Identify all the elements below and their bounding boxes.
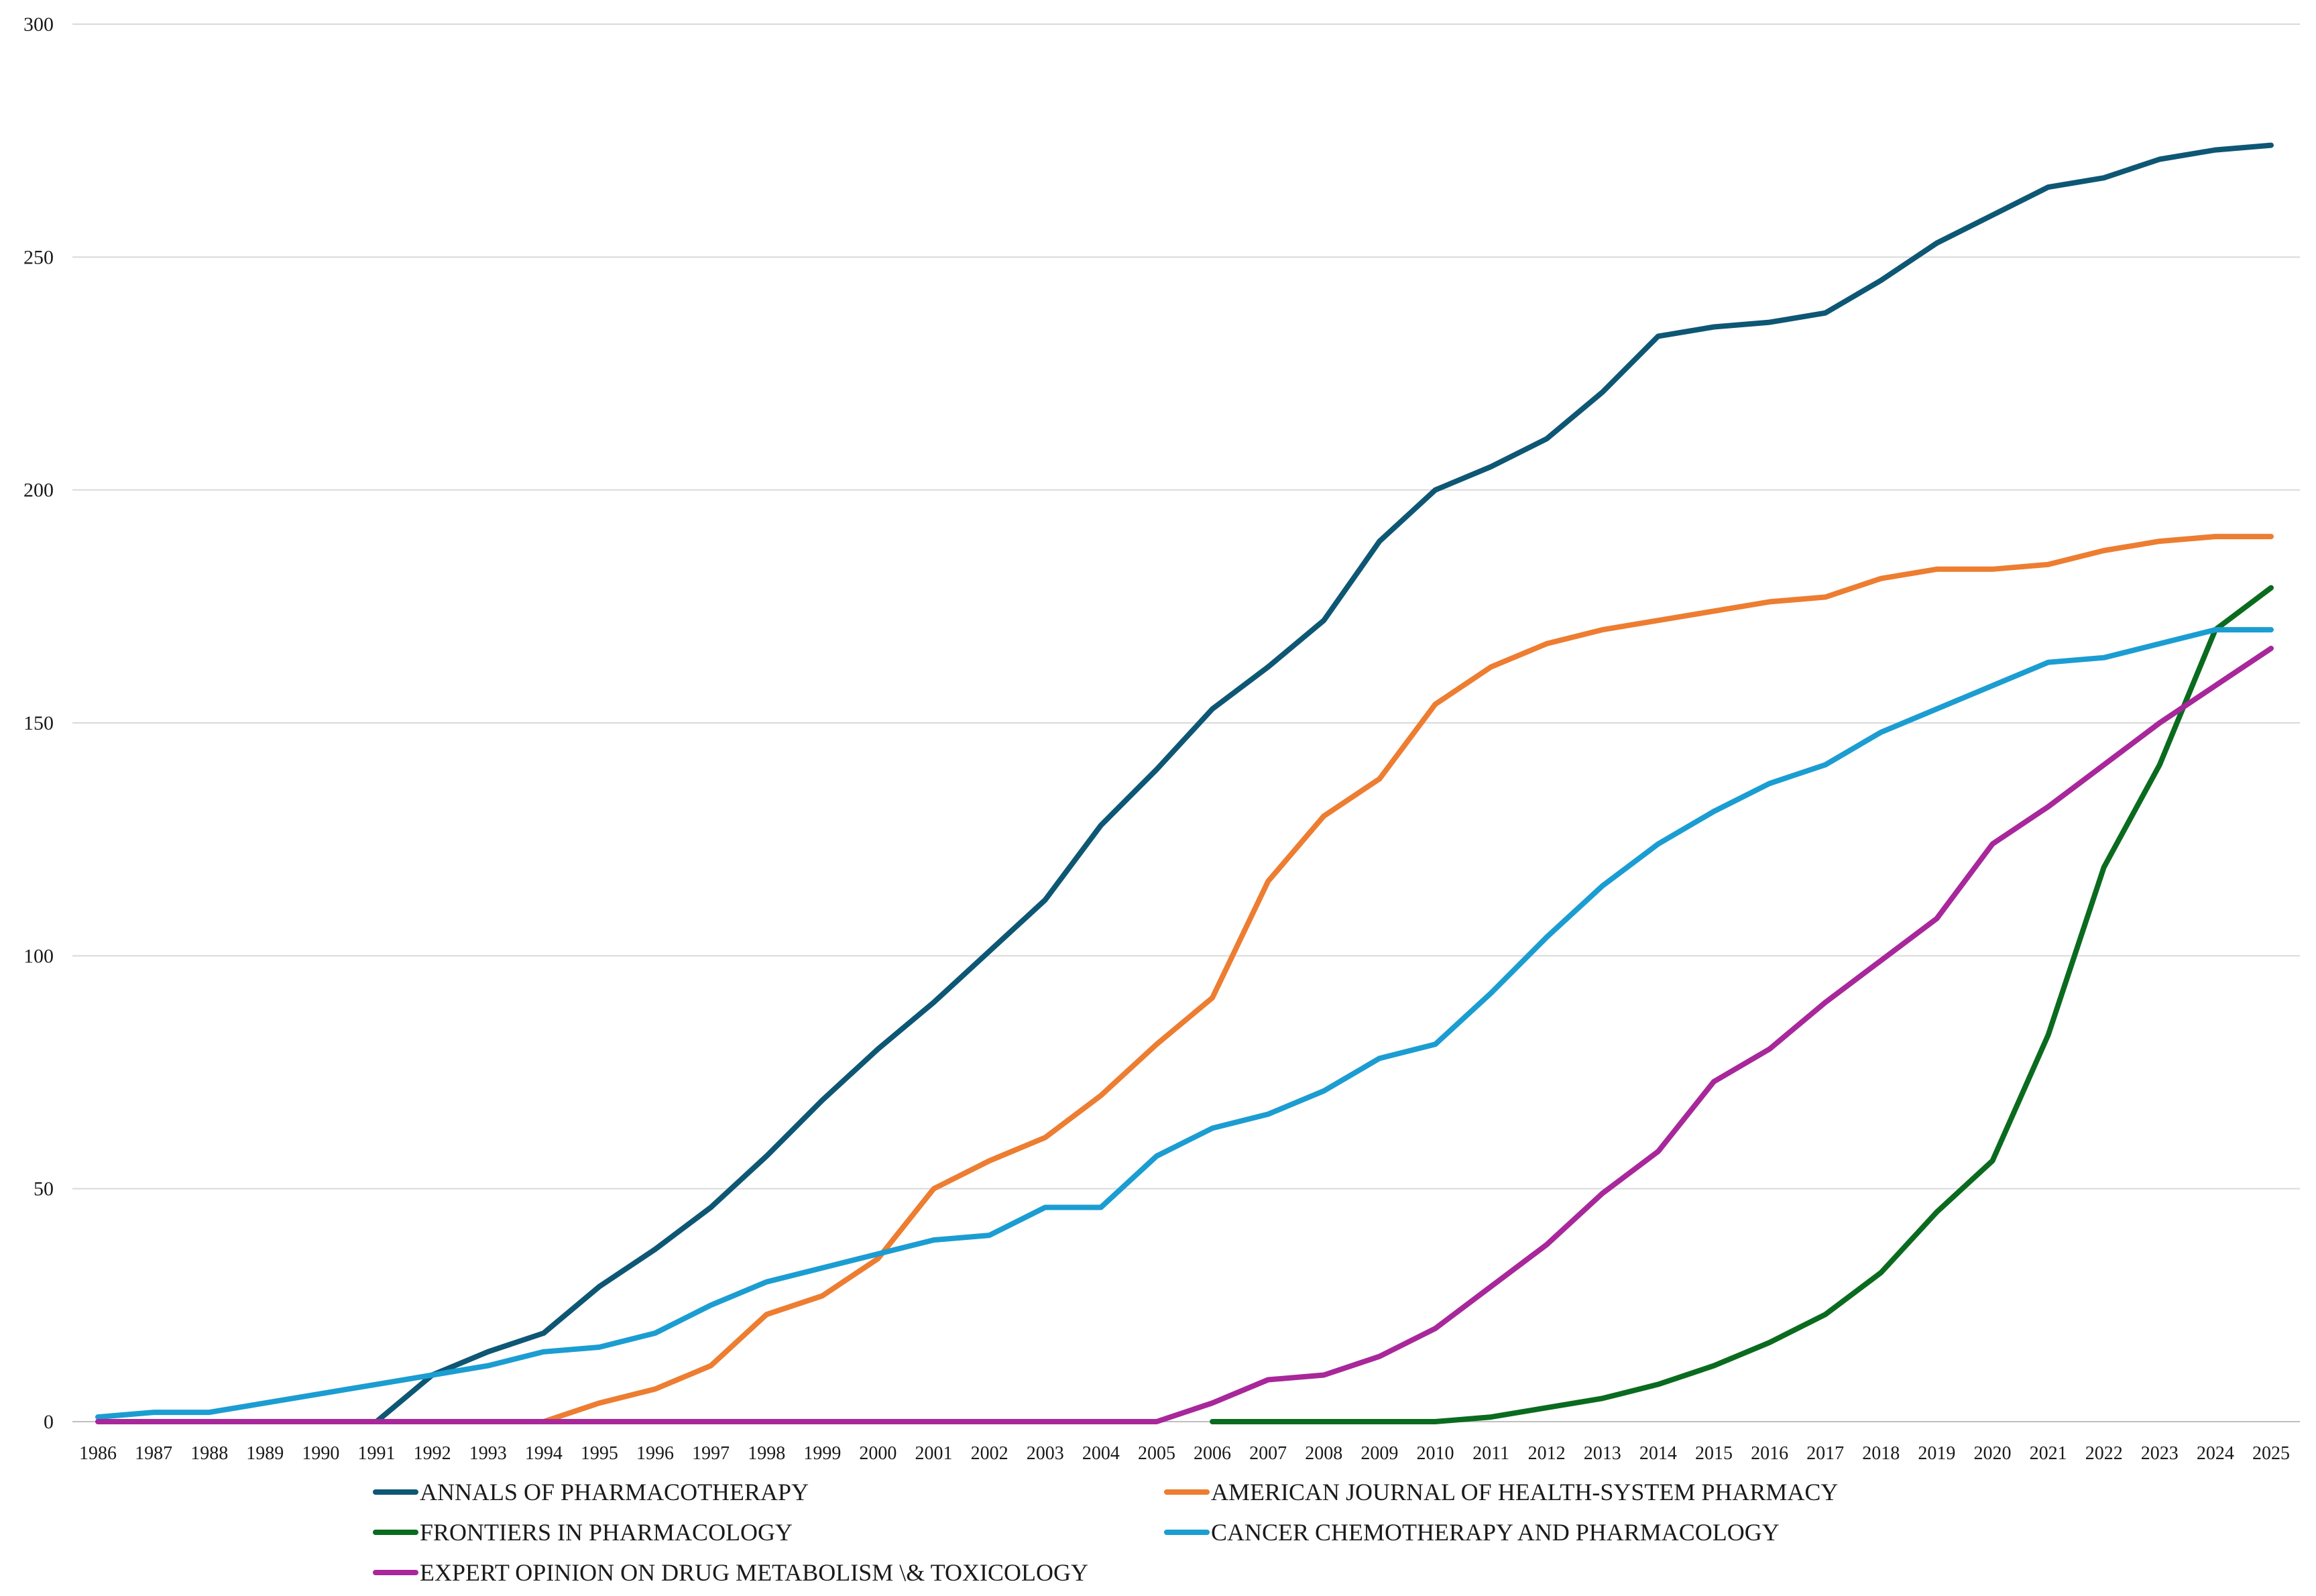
series-line-3 (1210, 585, 2274, 1424)
x-tick-label: 2023 (2141, 1443, 2179, 1464)
legend-label: CANCER CHEMOTHERAPY AND PHARMACOLOGY (1211, 1519, 1780, 1546)
x-tick-label: 2010 (1416, 1443, 1454, 1464)
y-tick-label: 100 (23, 945, 54, 967)
legend: ANNALS OF PHARMACOTHERAPY AMERICAN JOURNA… (373, 1479, 1838, 1586)
x-tick-label: 2022 (2085, 1443, 2123, 1464)
y-tick-label: 300 (23, 13, 54, 36)
y-tick-label: 0 (44, 1411, 54, 1433)
series-line-5 (95, 645, 2274, 1424)
legend-label: ANNALS OF PHARMACOTHERAPY (420, 1479, 809, 1505)
x-axis: 1986 1987 1988 1989 1990 1991 1992 1993 1994 1995… (79, 1443, 2290, 1464)
x-tick-label: 1999 (803, 1443, 841, 1464)
series-line-2 (540, 534, 2274, 1424)
x-tick-label: 1989 (246, 1443, 284, 1464)
y-tick-label: 150 (23, 712, 54, 734)
x-tick-label: 2019 (1918, 1443, 1955, 1464)
x-tick-label: 1998 (748, 1443, 785, 1464)
x-tick-label: 1987 (135, 1443, 172, 1464)
x-tick-label: 2004 (1082, 1443, 1120, 1464)
x-tick-label: 2008 (1305, 1443, 1342, 1464)
x-tick-label: 1988 (190, 1443, 228, 1464)
x-tick-label: 2018 (1862, 1443, 1900, 1464)
x-tick-label: 1997 (692, 1443, 730, 1464)
y-tick-label: 50 (34, 1178, 54, 1200)
x-tick-label: 1990 (302, 1443, 339, 1464)
legend-label: EXPERT OPINION ON DRUG METABOLISM \& TOX… (420, 1559, 1088, 1586)
x-tick-label: 2015 (1695, 1443, 1733, 1464)
x-tick-label: 1992 (414, 1443, 451, 1464)
x-tick-label: 1995 (581, 1443, 618, 1464)
series-layer (95, 142, 2274, 1424)
x-tick-label: 2017 (1806, 1443, 1844, 1464)
x-tick-label: 1994 (525, 1443, 563, 1464)
x-tick-label: 2006 (1194, 1443, 1231, 1464)
x-tick-label: 2001 (915, 1443, 953, 1464)
y-axis: 0 50 100 150 200 250 300 (23, 13, 54, 1433)
x-tick-label: 1986 (79, 1443, 117, 1464)
x-tick-label: 2014 (1639, 1443, 1677, 1464)
y-tick-label: 250 (23, 246, 54, 268)
x-tick-label: 2007 (1249, 1443, 1287, 1464)
x-tick-label: 1993 (469, 1443, 507, 1464)
series-line-4 (95, 627, 2274, 1420)
x-tick-label: 1996 (636, 1443, 674, 1464)
x-tick-label: 1991 (358, 1443, 396, 1464)
x-tick-label: 2013 (1584, 1443, 1621, 1464)
y-tick-label: 200 (23, 479, 54, 502)
x-tick-label: 2000 (859, 1443, 896, 1464)
legend-label: FRONTIERS IN PHARMACOLOGY (420, 1519, 793, 1546)
x-tick-label: 2011 (1472, 1443, 1509, 1464)
grid-layer (72, 23, 2300, 1422)
x-tick-label: 2005 (1138, 1443, 1175, 1464)
x-tick-label: 2024 (2197, 1443, 2234, 1464)
x-tick-label: 2009 (1360, 1443, 1398, 1464)
x-tick-label: 2012 (1528, 1443, 1566, 1464)
x-tick-label: 2025 (2252, 1443, 2290, 1464)
x-tick-label: 2020 (1973, 1443, 2011, 1464)
series-line-1 (373, 142, 2274, 1424)
x-tick-label: 2003 (1027, 1443, 1064, 1464)
x-tick-label: 2016 (1751, 1443, 1788, 1464)
legend-label: AMERICAN JOURNAL OF HEALTH-SYSTEM PHARMA… (1211, 1479, 1838, 1505)
x-tick-label: 2021 (2030, 1443, 2067, 1464)
x-tick-label: 2002 (971, 1443, 1008, 1464)
